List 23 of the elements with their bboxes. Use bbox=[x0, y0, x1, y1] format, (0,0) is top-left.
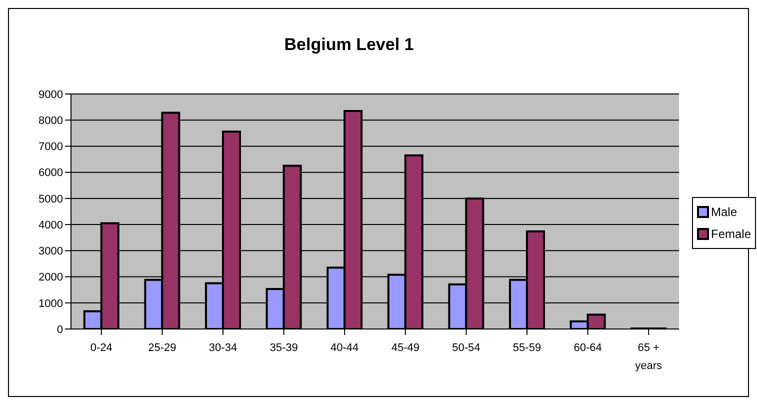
y-tick-label: 0 bbox=[56, 324, 63, 336]
x-tick-label: 40-44 bbox=[330, 342, 359, 354]
y-tick-label: 6000 bbox=[38, 167, 63, 180]
y-tick-label: 3000 bbox=[38, 246, 63, 258]
y-tick-label: 1000 bbox=[38, 298, 63, 310]
x-tick-label: 35-39 bbox=[270, 342, 298, 354]
y-tick-label: 8000 bbox=[38, 115, 63, 128]
legend-label: Male bbox=[711, 204, 738, 221]
x-tick-label: 65 + years bbox=[635, 342, 663, 372]
legend-label: Female bbox=[711, 226, 752, 243]
x-tick-label: 0-24 bbox=[90, 342, 112, 354]
x-tick-label: 45-49 bbox=[391, 342, 420, 354]
chart-title: Belgium Level 1 bbox=[283, 35, 415, 55]
y-tick-label: 4000 bbox=[38, 219, 63, 232]
y-tick-label: 9000 bbox=[38, 88, 63, 101]
x-tick-label: 30-34 bbox=[208, 342, 238, 354]
x-tick-label: 55-59 bbox=[512, 342, 542, 354]
x-tick-label: 25-29 bbox=[148, 342, 176, 354]
y-tick-label: 2000 bbox=[38, 272, 63, 284]
x-tick-label: 50-54 bbox=[452, 342, 480, 354]
y-tick-label: 7000 bbox=[38, 141, 63, 154]
x-tick-label: 60-64 bbox=[574, 342, 602, 354]
y-tick-label: 5000 bbox=[38, 193, 63, 206]
